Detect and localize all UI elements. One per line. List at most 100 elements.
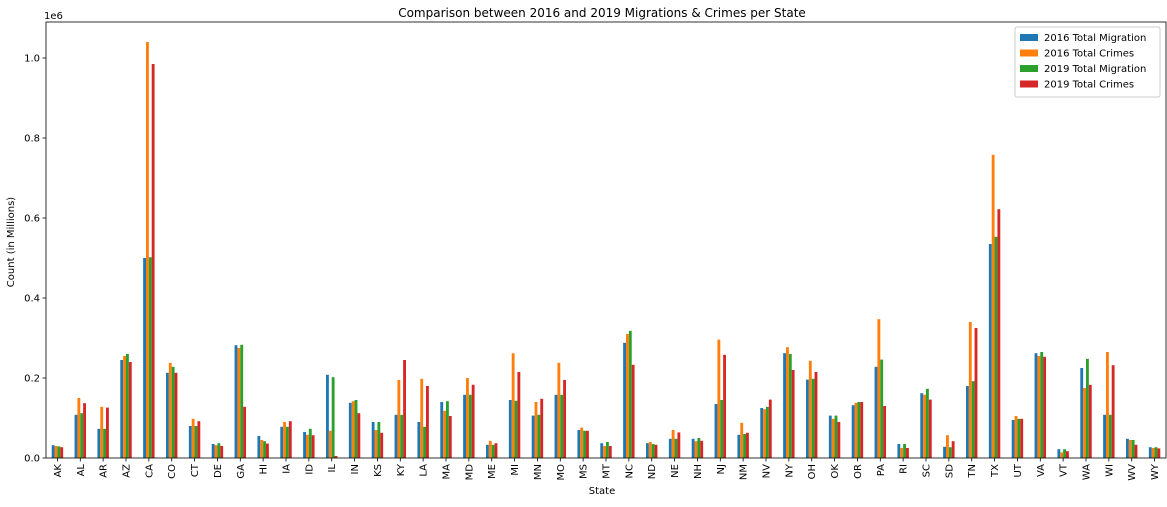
bar-OR-series-0 xyxy=(851,405,855,458)
bar-IL-series-1 xyxy=(328,430,332,458)
bar-WA-series-3 xyxy=(1088,384,1092,458)
x-tick-label: VA xyxy=(1036,464,1047,477)
bar-ME-series-2 xyxy=(491,444,495,458)
bar-UT-series-3 xyxy=(1020,418,1024,458)
bar-CO-series-2 xyxy=(171,366,175,458)
bar-ND-series-1 xyxy=(648,442,652,458)
bar-NV-series-0 xyxy=(760,408,764,458)
chart-title: Comparison between 2016 and 2019 Migrati… xyxy=(398,6,806,20)
x-tick-label: OR xyxy=(853,464,864,479)
x-tick-label: MI xyxy=(510,464,521,476)
bar-TN-series-0 xyxy=(966,386,969,458)
bar-GA-series-2 xyxy=(240,344,244,458)
x-tick-label: AR xyxy=(99,464,110,478)
bar-MS-series-3 xyxy=(586,430,589,458)
bar-MN-series-0 xyxy=(531,415,535,458)
x-tick-label: AZ xyxy=(122,464,133,478)
x-tick-label: DE xyxy=(213,464,224,478)
x-tick-label: WI xyxy=(1104,464,1115,477)
bar-NM-series-1 xyxy=(740,422,744,458)
bar-MO-series-1 xyxy=(557,362,561,458)
bar-RI-series-1 xyxy=(900,448,904,458)
bar-OH-series-0 xyxy=(806,379,809,458)
bar-KY-series-2 xyxy=(400,414,404,458)
bar-CA-series-0 xyxy=(143,258,146,458)
bar-PA-series-0 xyxy=(874,366,878,458)
bar-CO-series-1 xyxy=(168,362,172,458)
x-tick-label: CT xyxy=(190,463,201,477)
bar-GA-series-1 xyxy=(237,348,241,458)
bar-SD-series-3 xyxy=(951,441,955,458)
bar-IA-series-1 xyxy=(283,422,286,458)
bar-WI-series-2 xyxy=(1108,414,1112,458)
bar-PA-series-1 xyxy=(877,319,881,458)
bar-LA-series-3 xyxy=(426,386,429,458)
bar-NE-series-2 xyxy=(674,438,678,458)
bar-AR-series-0 xyxy=(97,428,101,458)
bar-WI-series-1 xyxy=(1106,352,1109,458)
bar-ME-series-3 xyxy=(494,443,498,458)
bar-NY-series-0 xyxy=(783,353,786,458)
x-tick-label: AL xyxy=(76,464,87,477)
bar-NM-series-2 xyxy=(743,434,746,458)
bar-TX-series-0 xyxy=(988,244,992,458)
bar-MT-series-3 xyxy=(608,446,612,458)
bar-IN-series-1 xyxy=(351,401,355,458)
x-tick-label: MT xyxy=(602,463,613,479)
x-tick-label: RI xyxy=(899,464,910,474)
bar-AZ-series-0 xyxy=(120,360,124,458)
bar-AR-series-3 xyxy=(106,407,109,458)
bar-HI-series-1 xyxy=(260,440,264,458)
x-axis-label: State xyxy=(589,486,615,497)
bar-PA-series-2 xyxy=(880,359,884,458)
bar-WV-series-1 xyxy=(1128,440,1132,458)
bar-AR-series-2 xyxy=(103,428,106,458)
bar-WY-series-1 xyxy=(1151,448,1155,458)
bar-NV-series-1 xyxy=(763,409,766,458)
bar-AL-series-2 xyxy=(80,413,84,458)
bar-NE-series-3 xyxy=(677,432,681,458)
bar-MA-series-1 xyxy=(443,410,446,458)
bar-AR-series-1 xyxy=(100,406,104,458)
bar-IN-series-0 xyxy=(348,402,352,458)
bar-WV-series-2 xyxy=(1131,440,1135,458)
bar-MD-series-0 xyxy=(463,394,466,458)
bar-KS-series-0 xyxy=(371,422,375,458)
plot-frame xyxy=(45,21,1167,459)
bar-ME-series-1 xyxy=(488,440,492,458)
bar-CA-series-1 xyxy=(146,42,149,458)
x-tick-label: WY xyxy=(1150,463,1161,480)
bar-MO-series-0 xyxy=(554,394,558,458)
bar-VT-series-3 xyxy=(1066,451,1069,458)
bar-HI-series-3 xyxy=(266,443,269,458)
bar-WY-series-0 xyxy=(1148,447,1152,458)
bar-NC-series-2 xyxy=(628,330,632,458)
bar-VT-series-0 xyxy=(1057,449,1061,458)
bar-MN-series-1 xyxy=(534,402,538,458)
bar-TX-series-3 xyxy=(997,209,1001,458)
y-tick-label: 0.8 xyxy=(24,134,40,145)
y-ticks-group: 0.0 0.2 0.4 0.6 0.8 1.0 xyxy=(24,54,46,465)
bar-LA-series-1 xyxy=(420,378,424,458)
bar-NV-series-2 xyxy=(766,406,769,458)
bar-KS-series-3 xyxy=(380,432,384,458)
y-tick-label: 1.0 xyxy=(24,54,40,65)
bar-MA-series-0 xyxy=(440,402,444,458)
bar-VA-series-2 xyxy=(1040,352,1044,458)
bar-WA-series-0 xyxy=(1080,368,1084,458)
bar-CT-series-3 xyxy=(197,421,201,458)
bar-MS-series-0 xyxy=(577,430,581,458)
bar-NJ-series-0 xyxy=(714,404,718,458)
bar-LA-series-2 xyxy=(423,426,426,458)
bar-MN-series-2 xyxy=(537,414,541,458)
x-tick-label: AK xyxy=(53,464,64,478)
x-tick-label: OH xyxy=(807,464,818,479)
bar-VA-series-3 xyxy=(1043,356,1046,458)
x-tick-label: PA xyxy=(876,464,887,476)
bar-OK-series-1 xyxy=(831,418,835,458)
x-tick-label: MO xyxy=(556,464,567,481)
x-tick-label: IL xyxy=(327,464,338,473)
bar-WY-series-3 xyxy=(1157,448,1161,458)
